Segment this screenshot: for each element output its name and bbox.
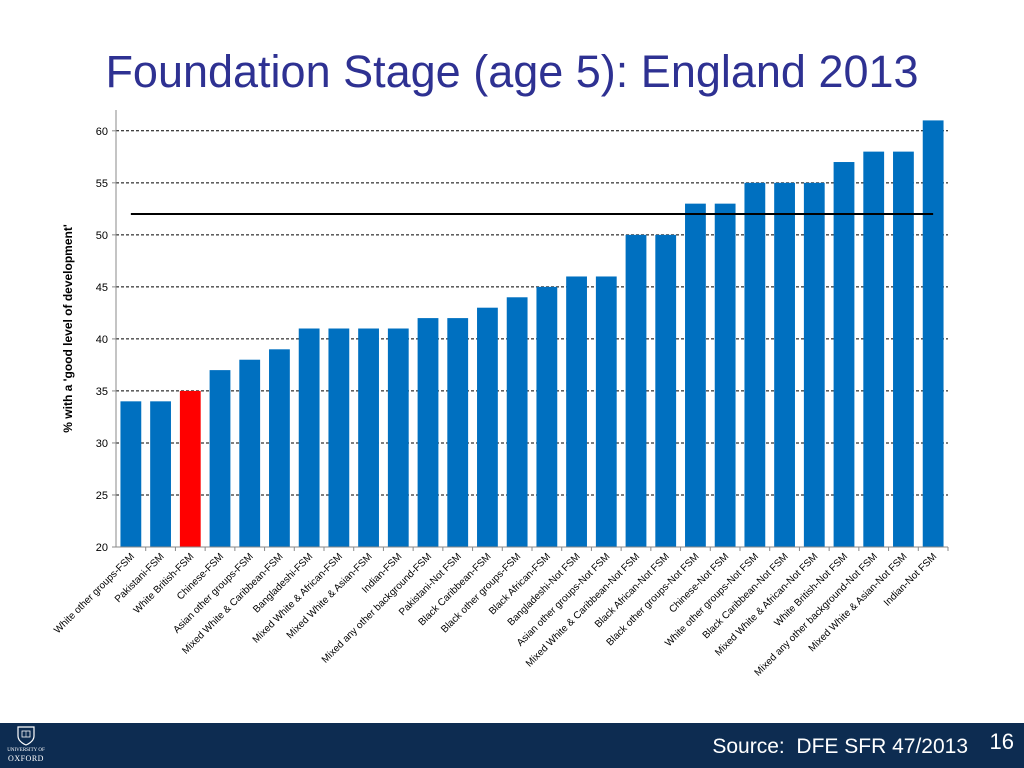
bar bbox=[536, 286, 558, 547]
bar bbox=[179, 390, 201, 547]
y-tick-label: 20 bbox=[96, 542, 108, 554]
bar bbox=[239, 359, 261, 547]
bar bbox=[506, 297, 528, 547]
y-tick-label: 35 bbox=[96, 386, 108, 398]
bar bbox=[833, 162, 855, 547]
bar bbox=[417, 318, 439, 547]
y-axis-title: % with a 'good level of development' bbox=[61, 224, 75, 433]
bar bbox=[922, 120, 944, 548]
source-text: Source: DFE SFR 47/2013 bbox=[712, 735, 968, 758]
bar bbox=[744, 182, 766, 548]
bar bbox=[209, 370, 231, 547]
university-logo: UNIVERSITY OF OXFORD bbox=[2, 725, 50, 766]
y-tick-label: 30 bbox=[96, 438, 108, 450]
grid-layer bbox=[116, 130, 948, 496]
x-category-label: Indian-Not FSM bbox=[882, 551, 939, 608]
bar bbox=[566, 276, 587, 547]
y-tick-label: 25 bbox=[96, 490, 108, 502]
x-category-label: Mixed any other background-FSM bbox=[320, 551, 434, 665]
bars-layer bbox=[120, 120, 944, 548]
bar bbox=[685, 203, 706, 547]
bar bbox=[625, 234, 647, 547]
bar bbox=[893, 151, 914, 547]
y-tick-label: 50 bbox=[96, 230, 108, 242]
logo-line2: OXFORD bbox=[8, 754, 44, 763]
bar bbox=[150, 401, 171, 547]
bar bbox=[655, 234, 677, 547]
bar bbox=[358, 328, 379, 547]
bar bbox=[447, 318, 469, 547]
y-tick-label: 55 bbox=[96, 178, 108, 190]
bar bbox=[120, 401, 142, 547]
bar bbox=[387, 328, 409, 547]
bar bbox=[477, 307, 498, 547]
bar bbox=[774, 182, 795, 548]
bar bbox=[328, 328, 350, 547]
footer-bar: UNIVERSITY OF OXFORD Source: DFE SFR 47/… bbox=[0, 723, 1024, 768]
slide-title: Foundation Stage (age 5): England 2013 bbox=[105, 46, 919, 97]
crest-icon bbox=[17, 726, 35, 746]
y-tick-label: 45 bbox=[96, 282, 108, 294]
y-tick-label: 60 bbox=[96, 126, 108, 138]
bar bbox=[595, 276, 617, 547]
bar bbox=[863, 151, 885, 547]
page-number: 16 bbox=[989, 729, 1014, 754]
bar bbox=[269, 349, 290, 547]
bar bbox=[298, 328, 320, 547]
axis-layer bbox=[112, 110, 949, 551]
logo-line1: UNIVERSITY OF bbox=[7, 748, 45, 753]
y-tick-label: 40 bbox=[96, 334, 108, 346]
bar bbox=[714, 203, 736, 547]
bar bbox=[803, 182, 825, 548]
